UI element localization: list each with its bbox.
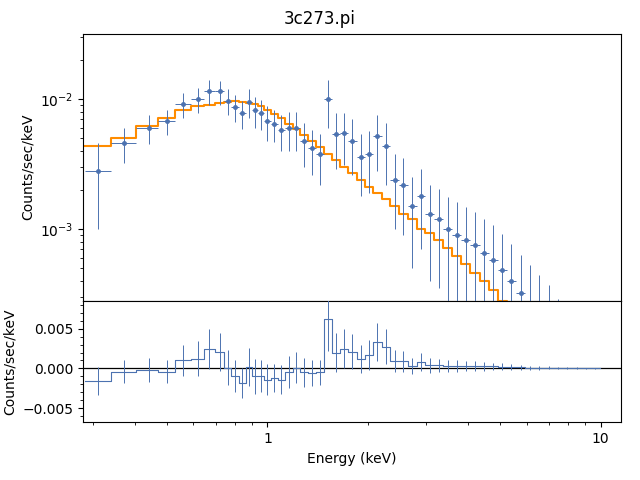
Y-axis label: Counts/sec/keV: Counts/sec/keV [20, 114, 35, 220]
X-axis label: Energy (keV): Energy (keV) [307, 452, 397, 466]
Y-axis label: Counts/sec/keV: Counts/sec/keV [3, 308, 17, 415]
Text: 3c273.pi: 3c273.pi [284, 10, 356, 28]
